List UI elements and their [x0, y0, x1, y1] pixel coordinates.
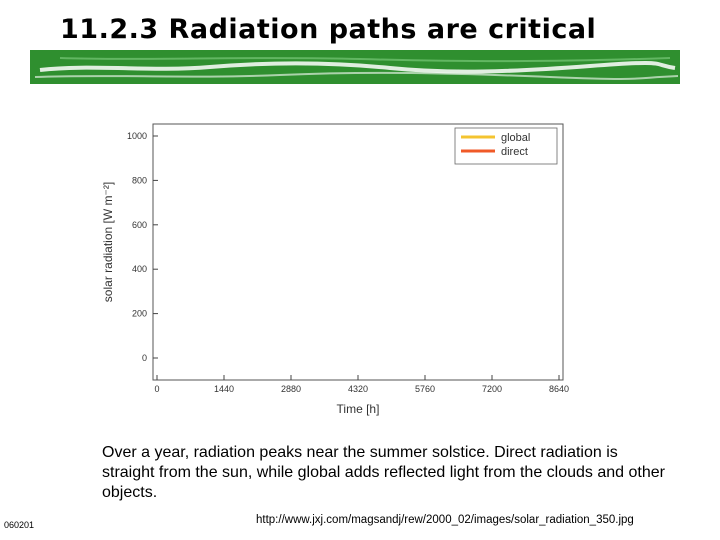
- x-tick-label: 2880: [281, 384, 301, 394]
- chart-axes: 0 200 400 600 800 1000 0 1440 2880 4320 5760 7200 86…: [101, 123, 569, 416]
- y-tick-label: 800: [132, 175, 147, 185]
- y-tick-label: 0: [142, 353, 147, 363]
- legend-label-global: global: [501, 132, 530, 144]
- slide-title: 11.2.3 Radiation paths are critical: [60, 14, 597, 45]
- x-tick-label: 5760: [415, 384, 435, 394]
- x-tick-label: 7200: [482, 384, 502, 394]
- slide-id: 060201: [4, 520, 35, 530]
- x-tick-label: 4320: [348, 384, 368, 394]
- title-underline: [30, 50, 680, 84]
- slide-caption: Over a year, radiation peaks near the su…: [102, 444, 665, 501]
- legend-box: [454, 127, 558, 165]
- x-tick-label: 0: [154, 384, 159, 394]
- radiation-chart: 0 200 400 600 800 1000 0 1440 2880 4320 5760 7200 86…: [101, 123, 569, 416]
- y-tick-label: 600: [132, 220, 147, 230]
- y-tick-label: 200: [132, 309, 147, 319]
- x-axis-label: Time [h]: [337, 402, 380, 416]
- y-axis-label: solar radiation [W m⁻²]: [101, 182, 115, 302]
- chart-legend: global direct: [454, 127, 558, 165]
- source-url[interactable]: http://www.jxj.com/magsandj/rew/2000_02/…: [256, 514, 634, 526]
- y-tick-label: 1000: [127, 131, 147, 141]
- x-tick-label: 8640: [549, 384, 569, 394]
- y-tick-label: 400: [132, 264, 147, 274]
- x-tick-label: 1440: [214, 384, 234, 394]
- legend-label-direct: direct: [501, 146, 528, 158]
